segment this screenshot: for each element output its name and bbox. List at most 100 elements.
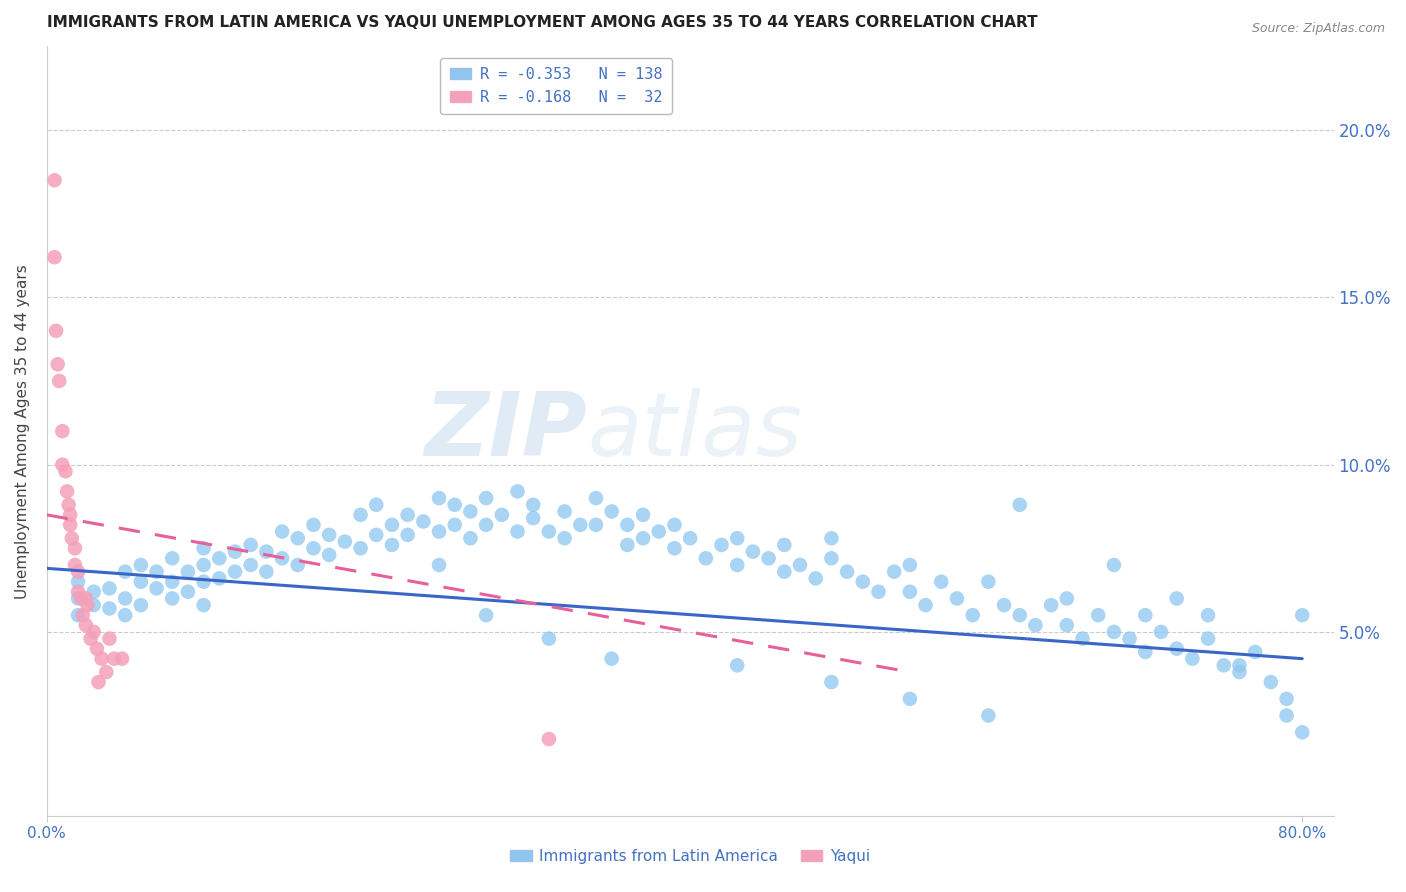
Point xyxy=(427,558,450,572)
Point xyxy=(475,608,498,623)
Point xyxy=(1087,608,1109,623)
Point xyxy=(1260,675,1282,690)
Point xyxy=(804,571,827,585)
Point xyxy=(72,608,94,623)
Point xyxy=(1150,624,1173,639)
Point xyxy=(616,538,638,552)
Point xyxy=(63,558,86,572)
Point xyxy=(160,591,183,606)
Point xyxy=(616,517,638,532)
Point xyxy=(193,598,215,612)
Point xyxy=(758,551,780,566)
Point xyxy=(835,565,858,579)
Point xyxy=(287,558,309,572)
Point xyxy=(773,565,796,579)
Point xyxy=(820,675,842,690)
Point xyxy=(789,558,811,572)
Point xyxy=(302,517,325,532)
Point xyxy=(1197,608,1219,623)
Point xyxy=(98,582,121,596)
Point xyxy=(51,424,73,438)
Point xyxy=(773,538,796,552)
Point xyxy=(725,531,748,545)
Point xyxy=(522,511,544,525)
Point xyxy=(1275,691,1298,706)
Point xyxy=(58,498,80,512)
Point xyxy=(1166,591,1188,606)
Point xyxy=(725,558,748,572)
Point xyxy=(145,565,167,579)
Point xyxy=(1008,498,1031,512)
Point xyxy=(506,524,529,539)
Point xyxy=(427,524,450,539)
Point xyxy=(898,558,921,572)
Point xyxy=(1291,725,1313,739)
Point xyxy=(44,250,66,264)
Point xyxy=(177,565,200,579)
Point xyxy=(852,574,875,589)
Point xyxy=(239,538,262,552)
Point xyxy=(977,574,1000,589)
Point xyxy=(45,324,67,338)
Point xyxy=(396,528,419,542)
Point xyxy=(271,524,294,539)
Point xyxy=(67,584,90,599)
Point xyxy=(160,551,183,566)
Point xyxy=(302,541,325,556)
Point xyxy=(318,528,340,542)
Point xyxy=(83,624,105,639)
Point xyxy=(56,484,79,499)
Point xyxy=(648,524,671,539)
Point xyxy=(349,508,371,522)
Point xyxy=(254,544,277,558)
Point xyxy=(67,565,90,579)
Point xyxy=(114,565,136,579)
Point xyxy=(98,601,121,615)
Point xyxy=(725,658,748,673)
Point xyxy=(103,651,125,665)
Point xyxy=(664,517,686,532)
Point xyxy=(883,565,905,579)
Point xyxy=(537,524,560,539)
Point xyxy=(710,538,733,552)
Point xyxy=(585,491,607,505)
Text: ZIP: ZIP xyxy=(425,388,588,475)
Point xyxy=(366,528,388,542)
Point xyxy=(585,517,607,532)
Point xyxy=(1291,608,1313,623)
Point xyxy=(898,691,921,706)
Point xyxy=(993,598,1015,612)
Point xyxy=(63,541,86,556)
Point xyxy=(569,517,592,532)
Point xyxy=(90,651,112,665)
Point xyxy=(318,548,340,562)
Point xyxy=(475,517,498,532)
Point xyxy=(600,651,623,665)
Point xyxy=(381,517,404,532)
Point xyxy=(114,608,136,623)
Point xyxy=(962,608,984,623)
Point xyxy=(1056,591,1078,606)
Point xyxy=(224,544,246,558)
Point xyxy=(1056,618,1078,632)
Point xyxy=(491,508,513,522)
Point xyxy=(349,541,371,556)
Point xyxy=(1008,608,1031,623)
Point xyxy=(83,584,105,599)
Point xyxy=(600,504,623,518)
Point xyxy=(224,565,246,579)
Point xyxy=(522,498,544,512)
Point xyxy=(70,591,93,606)
Point xyxy=(946,591,969,606)
Point xyxy=(1229,665,1251,679)
Point xyxy=(129,558,152,572)
Point xyxy=(129,574,152,589)
Point xyxy=(96,665,118,679)
Point xyxy=(98,632,121,646)
Point xyxy=(631,508,654,522)
Point xyxy=(193,574,215,589)
Point xyxy=(87,675,110,690)
Y-axis label: Unemployment Among Ages 35 to 44 years: Unemployment Among Ages 35 to 44 years xyxy=(15,264,30,599)
Point xyxy=(208,571,231,585)
Legend: R = -0.353   N = 138, R = -0.168   N =  32: R = -0.353 N = 138, R = -0.168 N = 32 xyxy=(440,58,672,114)
